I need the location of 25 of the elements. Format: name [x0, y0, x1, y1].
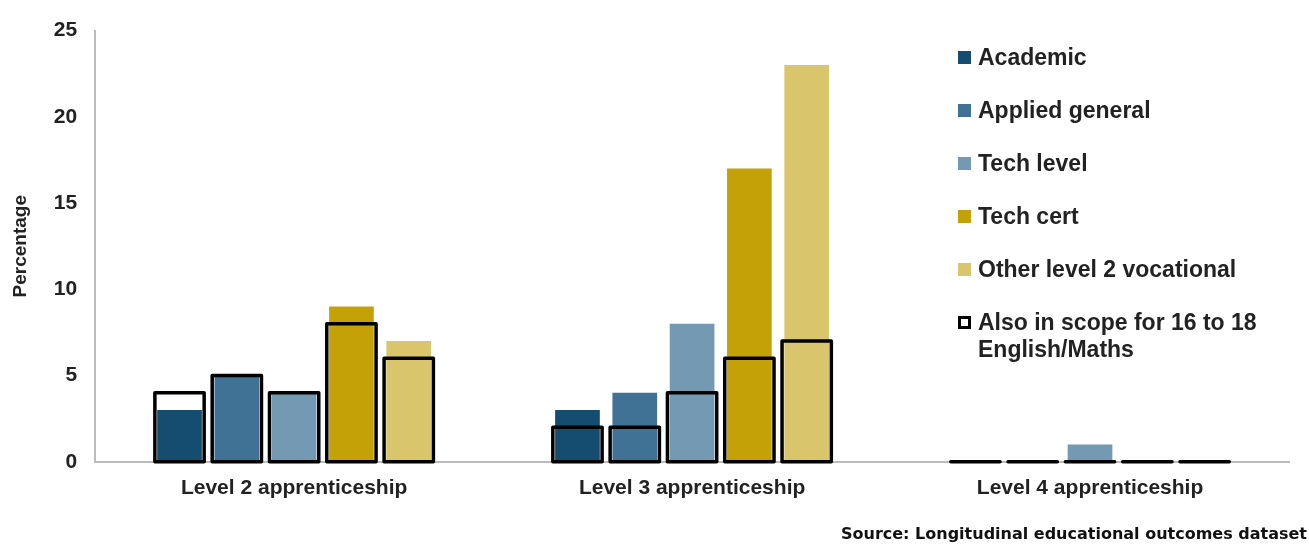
legend-label: Also in scope for 16 to 18 English/Maths	[978, 309, 1258, 363]
legend-label: Tech level	[978, 150, 1088, 177]
bar	[157, 410, 202, 462]
bar	[612, 392, 658, 462]
x-tick-label: Level 4 apprenticeship	[976, 475, 1204, 499]
bar	[329, 306, 374, 462]
x-tick-label: Level 2 apprenticeship	[180, 475, 408, 499]
legend-label: Applied general	[978, 97, 1151, 124]
y-axis-title: Percentage	[8, 194, 30, 298]
y-tick-label: 25	[53, 17, 78, 41]
bar	[669, 323, 715, 462]
source-note: Source: Longitudinal educational outcomes dataset	[840, 524, 1307, 543]
bar	[727, 168, 772, 462]
y-tick-label: 20	[53, 103, 78, 127]
y-tick-label: 10	[53, 276, 78, 300]
legend-label: Tech cert	[978, 203, 1079, 230]
y-tick-label: 15	[53, 189, 78, 213]
x-tick-label: Level 3 apprenticeship	[578, 475, 806, 499]
legend-label: Academic	[978, 44, 1087, 71]
y-tick-label: 0	[65, 448, 78, 472]
bar	[555, 410, 600, 462]
bar	[784, 65, 830, 462]
bar	[386, 341, 432, 462]
legend-label: Other level 2 vocational	[978, 256, 1237, 283]
y-tick-label: 5	[65, 362, 78, 386]
